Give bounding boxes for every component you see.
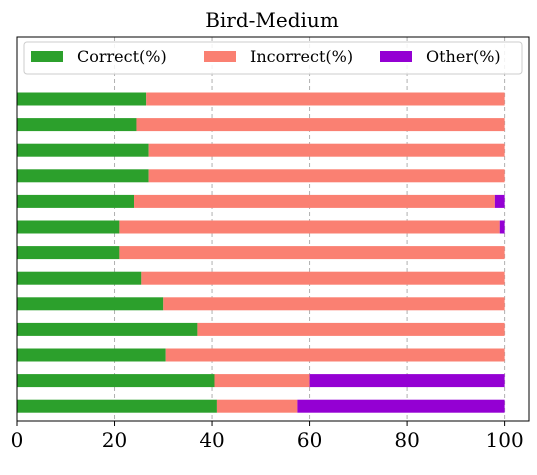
bar-row-12-series-2 bbox=[214, 374, 310, 388]
x-tick-label-0: 0 bbox=[11, 428, 24, 452]
chart-title: Bird-Medium bbox=[205, 8, 339, 32]
x-tick-label-60: 60 bbox=[297, 428, 322, 452]
legend-label-1: Correct(%) bbox=[77, 47, 167, 66]
bar-row-4-series-1 bbox=[17, 169, 149, 183]
bar-row-6-series-2 bbox=[119, 220, 500, 234]
legend: Correct(%) Incorrect(%) Other(%) bbox=[23, 41, 523, 75]
bar-row-9-series-1 bbox=[17, 297, 164, 311]
bar-row-13-series-3 bbox=[297, 399, 505, 413]
bar-row-6-series-1 bbox=[17, 220, 120, 234]
x-tick-label-100: 100 bbox=[486, 428, 524, 452]
bars bbox=[17, 92, 505, 413]
bar-row-5-series-3 bbox=[494, 194, 505, 208]
plot-frame bbox=[16, 36, 530, 422]
legend-frame bbox=[23, 41, 523, 75]
bar-row-5-series-1 bbox=[17, 194, 135, 208]
bar-row-11-series-2 bbox=[165, 348, 505, 362]
bar-row-10-series-2 bbox=[197, 322, 505, 336]
legend-label-3: Other(%) bbox=[426, 47, 501, 66]
bar-row-11-series-1 bbox=[17, 348, 166, 362]
x-tick-label-20: 20 bbox=[102, 428, 127, 452]
legend-label-2: Incorrect(%) bbox=[250, 47, 353, 66]
x-axis-ticks: 0 20 40 60 80 100 bbox=[11, 421, 524, 452]
bar-row-13-series-2 bbox=[216, 399, 298, 413]
bar-row-2-series-2 bbox=[136, 118, 505, 132]
bar-row-4-series-2 bbox=[148, 169, 505, 183]
bar-row-1-series-1 bbox=[17, 92, 147, 106]
legend-swatch-2 bbox=[204, 51, 236, 62]
legend-swatch-3 bbox=[380, 51, 412, 62]
bar-row-9-series-2 bbox=[163, 297, 505, 311]
bar-row-12-series-1 bbox=[17, 374, 215, 388]
bar-row-3-series-2 bbox=[148, 143, 505, 157]
bar-row-7-series-2 bbox=[119, 246, 505, 260]
bar-row-2-series-1 bbox=[17, 118, 137, 132]
x-tick-label-40: 40 bbox=[199, 428, 224, 452]
bar-row-5-series-2 bbox=[134, 194, 495, 208]
bar-row-8-series-1 bbox=[17, 271, 142, 285]
x-tick-label-80: 80 bbox=[394, 428, 419, 452]
bar-row-12-series-3 bbox=[309, 374, 505, 388]
bar-row-3-series-1 bbox=[17, 143, 149, 157]
bar-row-1-series-2 bbox=[146, 92, 505, 106]
bar-row-7-series-1 bbox=[17, 246, 120, 260]
bar-row-8-series-2 bbox=[141, 271, 505, 285]
legend-swatch-1 bbox=[31, 51, 63, 62]
bar-row-13-series-1 bbox=[17, 399, 217, 413]
bar-row-10-series-1 bbox=[17, 322, 198, 336]
bar-row-6-series-3 bbox=[499, 220, 505, 234]
